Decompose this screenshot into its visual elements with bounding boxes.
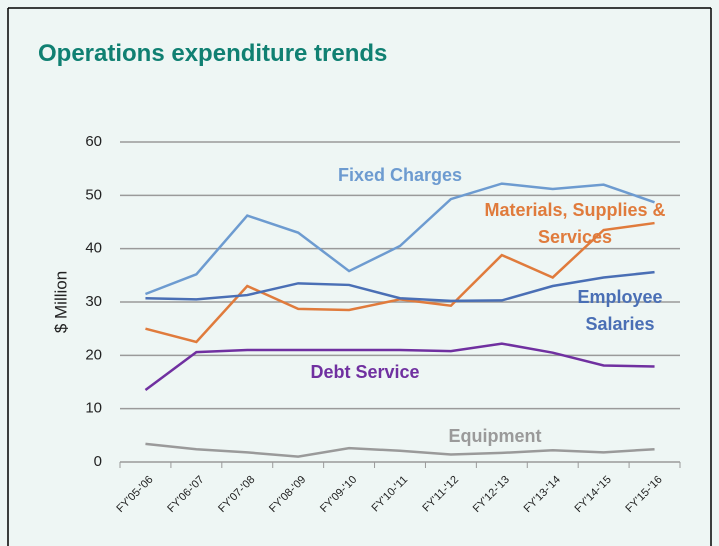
x-tick-label: FY'06-'07	[165, 474, 206, 515]
y-tick-label: 20	[85, 346, 102, 363]
x-tick-label: FY'10-'11	[369, 474, 410, 515]
x-tick-label: FY'05-'06	[114, 474, 155, 515]
series-line	[145, 270, 655, 303]
y-tick-label: 50	[85, 186, 102, 203]
x-tick-label: FY'12-'13	[471, 474, 512, 515]
x-tick-label: FY'14-'15	[573, 474, 614, 515]
series-line	[145, 182, 655, 296]
series-label: Debt Service	[310, 361, 420, 382]
x-tick-label: FY'09-'10	[318, 474, 359, 515]
y-tick-label: 10	[85, 400, 102, 417]
x-tick-label: FY'11-'12	[420, 474, 461, 515]
y-tick-label: 0	[94, 453, 102, 470]
y-tick-label: 30	[85, 293, 102, 310]
x-tick-label: FY'13-'14	[522, 474, 563, 515]
series-label: Employee Salaries	[577, 287, 663, 334]
series-label: Equipment	[448, 425, 542, 446]
y-tick-label: 60	[85, 133, 102, 150]
y-axis-label: $ Million	[51, 271, 70, 333]
series-label: Fixed Charges	[337, 164, 463, 185]
chart-title: Operations expenditure trends	[38, 40, 388, 67]
series-line	[145, 442, 655, 458]
y-tick-label: 40	[85, 240, 102, 257]
series-line	[144, 342, 655, 392]
x-tick-label: FY'08-'09	[267, 474, 308, 515]
x-tick-label: FY'07-'08	[216, 474, 257, 515]
x-tick-label: FY'15-'16	[623, 474, 664, 515]
series-label: Materials, Supplies & Services	[484, 200, 666, 247]
